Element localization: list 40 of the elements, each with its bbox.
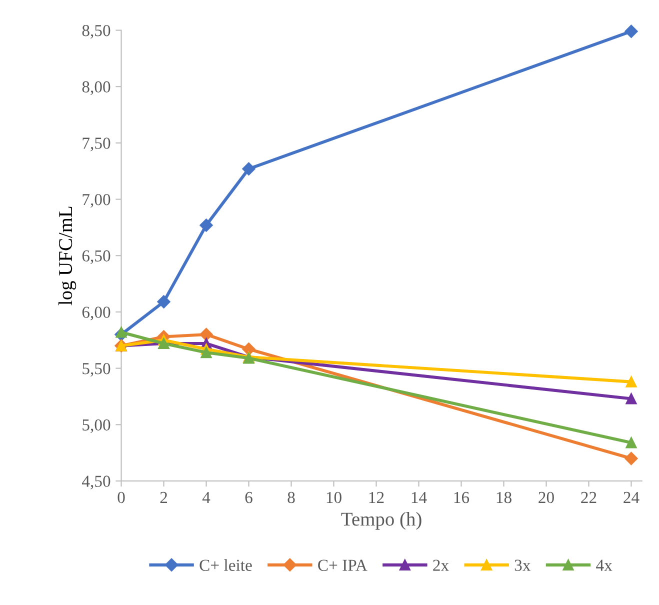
point	[200, 328, 213, 342]
y-tick-label: 6,50	[82, 250, 110, 264]
y-tick-label: 7,00	[82, 194, 110, 208]
x-tick-label: 0	[118, 492, 125, 504]
x-tick-label: 18	[496, 492, 512, 504]
y-tick-label: 5,00	[82, 419, 110, 433]
point	[626, 393, 637, 404]
x-tick-label: 14	[412, 492, 427, 503]
y-tick-label: 8,00	[82, 81, 110, 95]
y-tick-label: 8,50	[82, 24, 110, 39]
legend-label: 2x	[433, 560, 449, 571]
x-tick-label: 24	[624, 492, 640, 503]
x-tick-label: 22	[581, 492, 596, 503]
x-axis-title: Tempo (h)	[341, 512, 422, 530]
point	[242, 162, 256, 176]
y-axis-title: log UFC/mL	[58, 206, 76, 306]
point	[626, 437, 637, 448]
x-tick-label: 8	[288, 492, 295, 504]
x-tick-label: 4	[202, 492, 210, 503]
x-tick-label: 10	[326, 492, 342, 504]
y-tick-label: 5,50	[82, 362, 110, 377]
y-tick-label: 4,50	[82, 476, 110, 490]
point	[626, 376, 637, 388]
legend-label: 4x	[596, 560, 612, 571]
x-tick-label: 16	[454, 492, 470, 504]
point	[624, 452, 638, 466]
x-tick-label: 6	[245, 492, 252, 504]
point	[200, 346, 212, 358]
y-tick-label: 7,50	[82, 138, 110, 152]
legend-label: C+ leite	[200, 559, 252, 571]
point	[200, 218, 213, 232]
point	[624, 24, 638, 38]
x-tick-label: 20	[538, 492, 554, 504]
x-tick-label: 12	[369, 492, 384, 503]
y-tick-label: 6,00	[82, 306, 110, 320]
point	[157, 295, 170, 308]
x-tick-label: 2	[160, 492, 167, 503]
legend-label: C+ IPA	[318, 560, 368, 571]
point	[116, 326, 127, 338]
legend-label: 3x	[514, 560, 531, 571]
